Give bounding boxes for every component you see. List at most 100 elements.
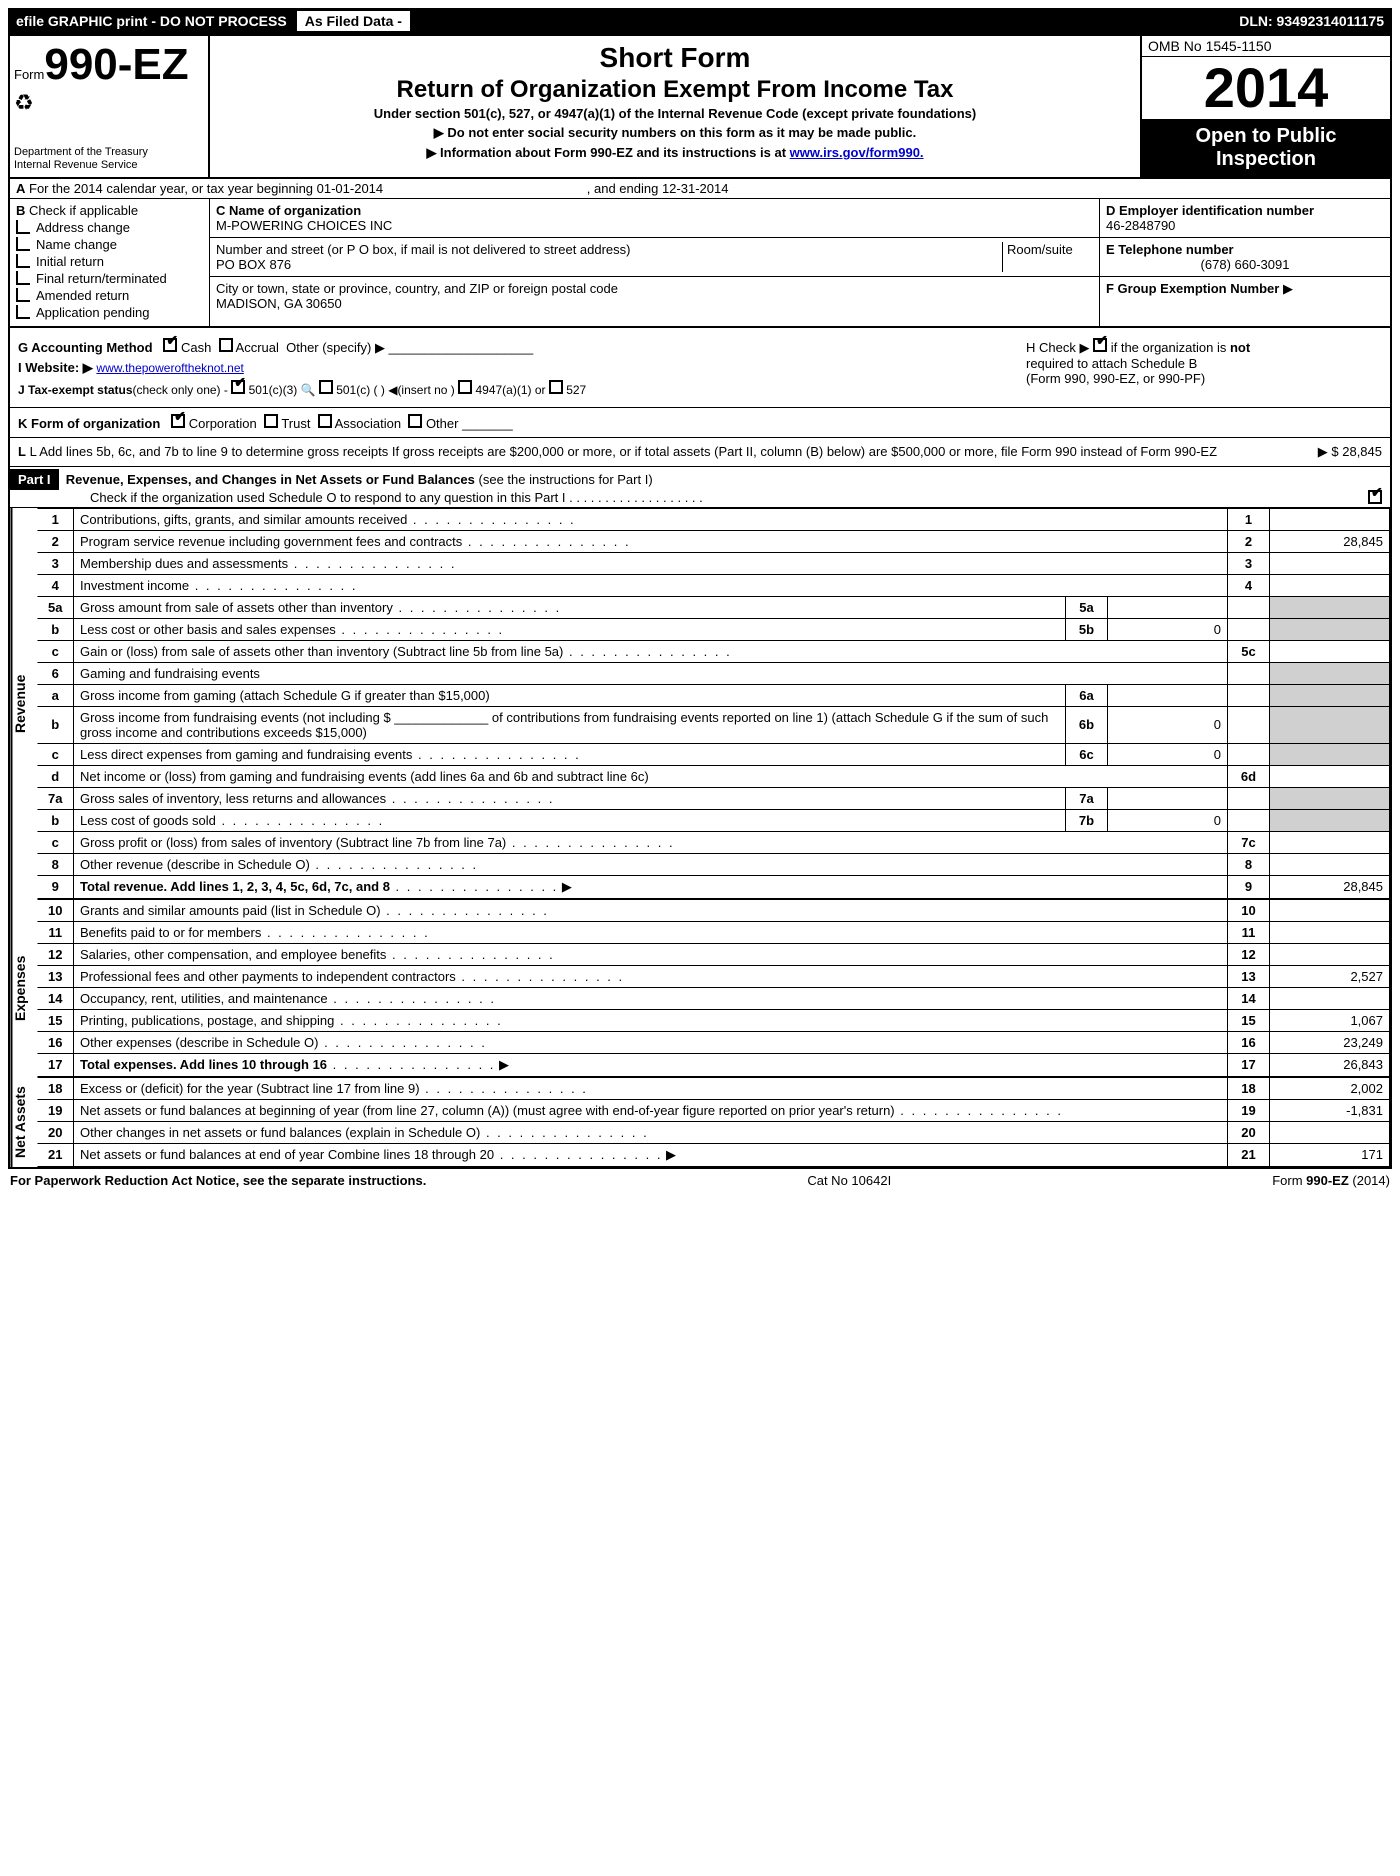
check-label: Amended return <box>36 288 129 303</box>
grey-cell <box>1270 787 1390 809</box>
k-assoc: Association <box>335 416 401 431</box>
k-trust-checkbox[interactable] <box>264 414 278 428</box>
line-20: 20 Other changes in net assets or fund ba… <box>37 1121 1389 1143</box>
line-value <box>1270 765 1390 787</box>
check-amended[interactable]: Amended return <box>16 288 203 303</box>
line-box: 1 <box>1228 508 1270 530</box>
line-desc: Grants and similar amounts paid (list in… <box>80 903 381 918</box>
inner-box: 6b <box>1066 706 1108 743</box>
subtitle: Under section 501(c), 527, or 4947(a)(1)… <box>218 106 1132 121</box>
line-num: b <box>37 706 73 743</box>
j-4947-checkbox[interactable] <box>458 380 472 394</box>
j-label: J Tax-exempt status <box>18 383 133 397</box>
j-501c-checkbox[interactable] <box>319 380 333 394</box>
line-num: 16 <box>37 1031 73 1053</box>
line-num: c <box>37 640 73 662</box>
city-block: City or town, state or province, country… <box>210 277 1099 315</box>
line-num: 12 <box>37 943 73 965</box>
line-2: 2Program service revenue including gover… <box>37 530 1389 552</box>
k-corp-checkbox[interactable] <box>171 414 185 428</box>
checkbox-icon <box>16 220 30 234</box>
k-other-checkbox[interactable] <box>408 414 422 428</box>
note-info-prefix: ▶ Information about Form 990-EZ and its … <box>426 145 789 160</box>
line-5c: c Gain or (loss) from sale of assets othe… <box>37 640 1389 662</box>
line-value <box>1270 508 1390 530</box>
j-527-checkbox[interactable] <box>549 380 563 394</box>
check-name-change[interactable]: Name change <box>16 237 203 252</box>
netassets-section: Net Assets 18Excess or (deficit) for the… <box>10 1077 1390 1167</box>
line-desc: Gain or (loss) from sale of assets other… <box>80 644 563 659</box>
k-corp: Corporation <box>189 416 257 431</box>
line-desc: Other changes in net assets or fund bala… <box>80 1125 480 1140</box>
room-label: Room/suite <box>1003 242 1093 272</box>
line-6d: dNet income or (loss) from gaming and fu… <box>37 765 1389 787</box>
check-pending[interactable]: Application pending <box>16 305 203 320</box>
line-desc: Net assets or fund balances at end of ye… <box>80 1147 494 1162</box>
line-box: 7c <box>1228 831 1270 853</box>
org-name: M-POWERING CHOICES INC <box>216 218 1093 233</box>
ein-value: 46-2848790 <box>1106 218 1384 233</box>
street-block: Number and street (or P O box, if mail i… <box>210 238 1099 277</box>
line-12: 12Salaries, other compensation, and empl… <box>37 943 1389 965</box>
grey-cell <box>1270 706 1390 743</box>
line-desc: Contributions, gifts, grants, and simila… <box>80 512 407 527</box>
h-checkbox-icon[interactable] <box>1093 338 1107 352</box>
line-value <box>1270 552 1390 574</box>
grey-cell <box>1228 662 1270 684</box>
footer-right: Form 990-EZ (2014) <box>1272 1173 1390 1188</box>
inner-value: 0 <box>1108 618 1228 640</box>
line-16: 16Other expenses (describe in Schedule O… <box>37 1031 1389 1053</box>
line-num: c <box>37 743 73 765</box>
line-7b: bLess cost of goods sold7b0 <box>37 809 1389 831</box>
f-label: F Group Exemption Number <box>1106 281 1279 296</box>
line-box: 16 <box>1228 1031 1270 1053</box>
j-501c3: 501(c)(3) <box>249 383 298 397</box>
line-box: 9 <box>1228 875 1270 898</box>
line-value: 23,249 <box>1270 1031 1390 1053</box>
line-box: 8 <box>1228 853 1270 875</box>
top-bar: efile GRAPHIC print - DO NOT PROCESS As … <box>8 8 1392 34</box>
line-desc: Excess or (deficit) for the year (Subtra… <box>80 1081 420 1096</box>
k-label: K Form of organization <box>18 416 160 431</box>
line-17: 17Total expenses. Add lines 10 through 1… <box>37 1053 1389 1076</box>
irs-link[interactable]: www.irs.gov/form990. <box>790 145 924 160</box>
line-18: 18Excess or (deficit) for the year (Subt… <box>37 1077 1389 1099</box>
line-num: 1 <box>37 508 73 530</box>
check-final-return[interactable]: Final return/terminated <box>16 271 203 286</box>
check-label: Address change <box>36 220 130 235</box>
line-num: b <box>37 618 73 640</box>
line-desc: Investment income <box>80 578 189 593</box>
check-initial-return[interactable]: Initial return <box>16 254 203 269</box>
grey-cell <box>1228 743 1270 765</box>
line-5b: bLess cost or other basis and sales expe… <box>37 618 1389 640</box>
k-trust: Trust <box>281 416 310 431</box>
line-value: 1,067 <box>1270 1009 1390 1031</box>
check-label: Initial return <box>36 254 104 269</box>
footer-right-year: (2014) <box>1349 1173 1390 1188</box>
checkbox-icon <box>16 288 30 302</box>
inner-box: 7b <box>1066 809 1108 831</box>
header-right: OMB No 1545-1150 2014 Open to Public Ins… <box>1140 36 1390 177</box>
line-box: 12 <box>1228 943 1270 965</box>
g-cash-checkbox[interactable] <box>163 338 177 352</box>
schedo-checkbox[interactable] <box>1368 490 1382 504</box>
header-left: Form990-EZ ♻ Department of the Treasury … <box>10 36 210 177</box>
line-box: 20 <box>1228 1121 1270 1143</box>
line-box: 6d <box>1228 765 1270 787</box>
grey-cell <box>1270 809 1390 831</box>
street-value: PO BOX 876 <box>216 257 998 272</box>
line-6c: cLess direct expenses from gaming and fu… <box>37 743 1389 765</box>
j-501c3-checkbox[interactable] <box>231 380 245 394</box>
l-text: L L Add lines 5b, 6c, and 7b to line 9 t… <box>18 444 1232 460</box>
k-assoc-checkbox[interactable] <box>318 414 332 428</box>
checkbox-icon <box>16 237 30 251</box>
line-num: 8 <box>37 853 73 875</box>
g-accrual-checkbox[interactable] <box>219 338 233 352</box>
footer-right-form: 990-EZ <box>1306 1173 1349 1188</box>
c-label: C Name of organization <box>216 203 361 218</box>
header-mid: Short Form Return of Organization Exempt… <box>210 36 1140 177</box>
check-address-change[interactable]: Address change <box>16 220 203 235</box>
website-link[interactable]: www.thepoweroftheknot.net <box>96 361 243 375</box>
grey-cell <box>1228 618 1270 640</box>
inner-value: 0 <box>1108 743 1228 765</box>
